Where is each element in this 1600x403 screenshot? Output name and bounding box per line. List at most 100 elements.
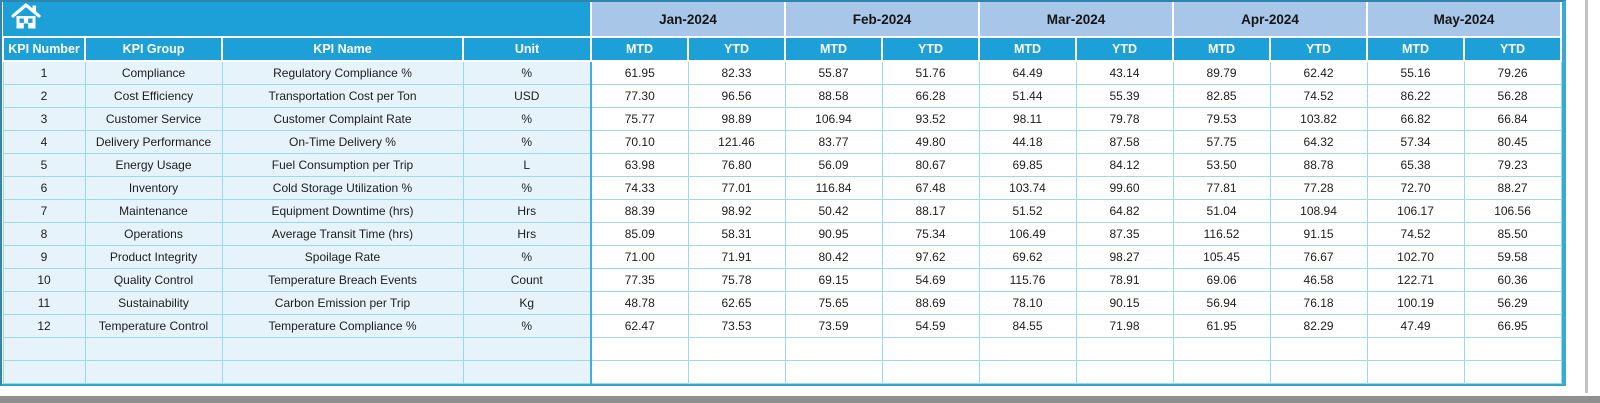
cell-kpi-number[interactable]: 4 xyxy=(2,129,86,154)
cell-may-2024-ytd[interactable]: 59.58 xyxy=(1463,244,1562,269)
cell-feb-2024-ytd[interactable]: 88.69 xyxy=(881,290,980,315)
cell-may-2024-ytd[interactable]: 106.56 xyxy=(1463,198,1562,223)
cell-mar-2024-ytd[interactable]: 87.35 xyxy=(1075,221,1174,246)
cell-jan-2024-ytd[interactable]: 62.65 xyxy=(687,290,786,315)
cell-kpi-group[interactable]: Temperature Control xyxy=(84,313,223,338)
cell-unit[interactable]: Kg xyxy=(462,290,592,315)
cell-jan-2024-mtd[interactable]: 88.39 xyxy=(590,198,689,223)
cell-feb-2024-ytd[interactable]: 93.52 xyxy=(881,106,980,131)
cell-kpi-name[interactable]: On-Time Delivery % xyxy=(221,129,464,154)
cell-mar-2024-mtd[interactable]: 106.49 xyxy=(978,221,1077,246)
cell-feb-2024-mtd[interactable]: 73.59 xyxy=(784,313,883,338)
cell-may-2024-ytd[interactable]: 79.23 xyxy=(1463,152,1562,177)
cell-apr-2024-mtd[interactable]: 69.06 xyxy=(1172,267,1271,292)
cell-apr-2024-mtd[interactable]: 53.50 xyxy=(1172,152,1271,177)
cell-may-2024-mtd[interactable]: 55.16 xyxy=(1366,60,1465,85)
cell-may-2024-ytd[interactable]: 80.45 xyxy=(1463,129,1562,154)
cell-feb-2024-mtd[interactable]: 50.42 xyxy=(784,198,883,223)
cell-may-2024-mtd[interactable]: 65.38 xyxy=(1366,152,1465,177)
month-header-jan-2024[interactable]: Jan-2024 xyxy=(589,2,787,38)
empty-cell[interactable] xyxy=(881,336,980,361)
cell-apr-2024-mtd[interactable]: 79.53 xyxy=(1172,106,1271,131)
cell-kpi-name[interactable]: Fuel Consumption per Trip xyxy=(221,152,464,177)
cell-kpi-number[interactable]: 5 xyxy=(2,152,86,177)
cell-may-2024-ytd[interactable]: 79.26 xyxy=(1463,60,1562,85)
cell-feb-2024-mtd[interactable]: 55.87 xyxy=(784,60,883,85)
cell-mar-2024-mtd[interactable]: 51.44 xyxy=(978,83,1077,108)
cell-kpi-number[interactable]: 7 xyxy=(2,198,86,223)
empty-cell[interactable] xyxy=(881,359,980,384)
cell-apr-2024-ytd[interactable]: 77.28 xyxy=(1269,175,1368,200)
subheader-mar-2024-ytd[interactable]: YTD xyxy=(1075,37,1175,62)
cell-may-2024-ytd[interactable]: 85.50 xyxy=(1463,221,1562,246)
cell-kpi-number[interactable]: 2 xyxy=(2,83,86,108)
month-header-mar-2024[interactable]: Mar-2024 xyxy=(978,2,1175,38)
cell-kpi-name[interactable]: Regulatory Compliance % xyxy=(221,60,464,85)
cell-unit[interactable]: % xyxy=(462,175,592,200)
cell-kpi-name[interactable]: Equipment Downtime (hrs) xyxy=(221,198,464,223)
cell-may-2024-mtd[interactable]: 100.19 xyxy=(1366,290,1465,315)
cell-jan-2024-mtd[interactable]: 63.98 xyxy=(590,152,689,177)
cell-kpi-group[interactable]: Delivery Performance xyxy=(84,129,223,154)
cell-may-2024-mtd[interactable]: 47.49 xyxy=(1366,313,1465,338)
cell-may-2024-mtd[interactable]: 122.71 xyxy=(1366,267,1465,292)
cell-jan-2024-ytd[interactable]: 73.53 xyxy=(687,313,786,338)
cell-feb-2024-ytd[interactable]: 51.76 xyxy=(881,60,980,85)
cell-mar-2024-ytd[interactable]: 78.91 xyxy=(1075,267,1174,292)
cell-unit[interactable]: % xyxy=(462,106,592,131)
cell-kpi-group[interactable]: Customer Service xyxy=(84,106,223,131)
cell-mar-2024-ytd[interactable]: 79.78 xyxy=(1075,106,1174,131)
cell-apr-2024-ytd[interactable]: 76.18 xyxy=(1269,290,1368,315)
subheader-mar-2024-mtd[interactable]: MTD xyxy=(978,37,1078,62)
cell-feb-2024-ytd[interactable]: 66.28 xyxy=(881,83,980,108)
cell-kpi-group[interactable]: Maintenance xyxy=(84,198,223,223)
cell-may-2024-mtd[interactable]: 86.22 xyxy=(1366,83,1465,108)
cell-mar-2024-mtd[interactable]: 69.62 xyxy=(978,244,1077,269)
cell-may-2024-ytd[interactable]: 60.36 xyxy=(1463,267,1562,292)
cell-kpi-name[interactable]: Customer Complaint Rate xyxy=(221,106,464,131)
cell-feb-2024-ytd[interactable]: 67.48 xyxy=(881,175,980,200)
empty-cell[interactable] xyxy=(1463,336,1562,361)
empty-cell[interactable] xyxy=(1075,359,1174,384)
cell-kpi-group[interactable]: Quality Control xyxy=(84,267,223,292)
cell-mar-2024-ytd[interactable]: 43.14 xyxy=(1075,60,1174,85)
cell-unit[interactable]: % xyxy=(462,244,592,269)
cell-apr-2024-mtd[interactable]: 105.45 xyxy=(1172,244,1271,269)
cell-feb-2024-mtd[interactable]: 116.84 xyxy=(784,175,883,200)
cell-kpi-number[interactable]: 10 xyxy=(2,267,86,292)
cell-unit[interactable]: Hrs xyxy=(462,198,592,223)
empty-cell[interactable] xyxy=(590,359,689,384)
cell-apr-2024-ytd[interactable]: 74.52 xyxy=(1269,83,1368,108)
column-header-unit[interactable]: Unit xyxy=(462,37,592,62)
cell-apr-2024-mtd[interactable]: 61.95 xyxy=(1172,313,1271,338)
subheader-feb-2024-mtd[interactable]: MTD xyxy=(784,37,884,62)
cell-apr-2024-ytd[interactable]: 46.58 xyxy=(1269,267,1368,292)
cell-mar-2024-mtd[interactable]: 115.76 xyxy=(978,267,1077,292)
cell-feb-2024-ytd[interactable]: 49.80 xyxy=(881,129,980,154)
column-header-kpi-group[interactable]: KPI Group xyxy=(84,37,223,62)
cell-kpi-number[interactable]: 1 xyxy=(2,60,86,85)
column-header-kpi-name[interactable]: KPI Name xyxy=(221,37,464,62)
cell-jan-2024-ytd[interactable]: 98.92 xyxy=(687,198,786,223)
cell-jan-2024-ytd[interactable]: 71.91 xyxy=(687,244,786,269)
empty-cell[interactable] xyxy=(1463,359,1562,384)
cell-mar-2024-mtd[interactable]: 51.52 xyxy=(978,198,1077,223)
cell-apr-2024-ytd[interactable]: 64.32 xyxy=(1269,129,1368,154)
empty-cell[interactable] xyxy=(2,336,86,361)
empty-cell[interactable] xyxy=(687,359,786,384)
cell-feb-2024-ytd[interactable]: 75.34 xyxy=(881,221,980,246)
empty-cell[interactable] xyxy=(1366,336,1465,361)
cell-jan-2024-ytd[interactable]: 121.46 xyxy=(687,129,786,154)
cell-mar-2024-mtd[interactable]: 78.10 xyxy=(978,290,1077,315)
cell-kpi-number[interactable]: 3 xyxy=(2,106,86,131)
cell-jan-2024-ytd[interactable]: 77.01 xyxy=(687,175,786,200)
cell-apr-2024-ytd[interactable]: 76.67 xyxy=(1269,244,1368,269)
cell-kpi-group[interactable]: Sustainability xyxy=(84,290,223,315)
cell-may-2024-mtd[interactable]: 72.70 xyxy=(1366,175,1465,200)
cell-jan-2024-ytd[interactable]: 58.31 xyxy=(687,221,786,246)
cell-unit[interactable]: % xyxy=(462,313,592,338)
cell-feb-2024-mtd[interactable]: 80.42 xyxy=(784,244,883,269)
home-icon[interactable] xyxy=(10,2,42,31)
cell-kpi-group[interactable]: Energy Usage xyxy=(84,152,223,177)
subheader-feb-2024-ytd[interactable]: YTD xyxy=(881,37,981,62)
